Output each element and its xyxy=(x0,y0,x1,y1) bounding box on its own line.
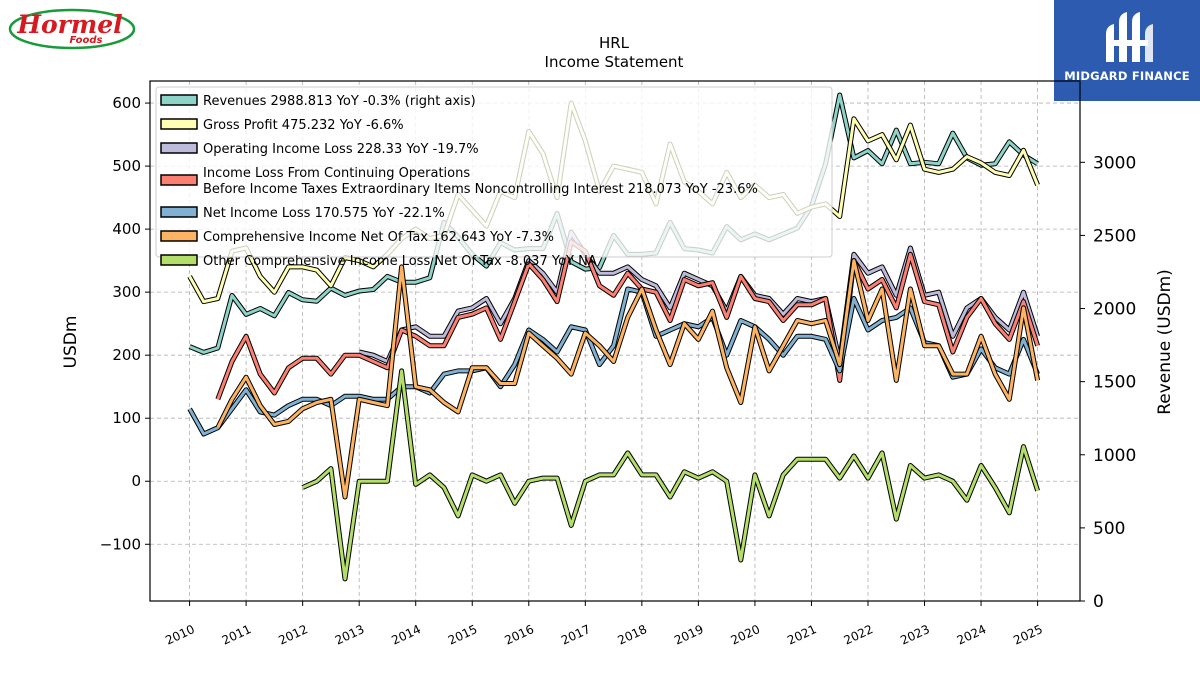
y-tick-label-left: 600 xyxy=(112,94,141,112)
legend-swatch xyxy=(160,230,198,242)
legend-box xyxy=(155,86,833,258)
y-tick-label-right: 1500 xyxy=(1093,373,1136,393)
series-outline xyxy=(301,368,1040,582)
series-line xyxy=(216,240,1040,400)
y-tick-label-right: 2000 xyxy=(1093,300,1136,320)
legend-entry: Gross Profit 475.232 YoY -6.6% xyxy=(203,118,404,133)
series-comprehensive-income-net-of-tax xyxy=(215,258,1041,500)
y-tick-label-right: 0 xyxy=(1093,592,1104,612)
x-tick-label: 2013 xyxy=(333,622,367,648)
midgard-emblem-icon xyxy=(1106,12,1153,62)
legend-swatch xyxy=(160,254,198,266)
legend-swatch xyxy=(160,206,198,218)
legend-entry: Comprehensive Income Net Of Tax 162.643 … xyxy=(203,230,554,245)
chart-title: HRL xyxy=(599,34,630,52)
series-income-loss-from-continuing-operations-before-income-taxes-extraordinary-items-noncontrolling-interest xyxy=(215,239,1040,401)
y-tick-label-right: 500 xyxy=(1093,519,1125,539)
x-tick-label: 2017 xyxy=(559,622,593,648)
logo-sub-text: Foods xyxy=(70,35,103,46)
legend-swatch xyxy=(160,118,198,130)
series-other-comprehensive-income-loss-net-of-tax xyxy=(301,368,1040,582)
midgard-brand-text: MIDGARD FINANCE xyxy=(1064,69,1190,83)
series-line xyxy=(216,259,1040,499)
legend-entry: Before Income Taxes Extraordinary Items … xyxy=(203,182,758,197)
x-tick-label: 2021 xyxy=(785,622,819,648)
x-tick-label: 2020 xyxy=(729,622,763,648)
x-tick-label: 2015 xyxy=(446,622,480,648)
legend-swatch xyxy=(160,142,198,154)
series-line xyxy=(301,369,1040,581)
y-tick-label-left: 0 xyxy=(131,472,141,490)
y-tick-label-right: 2500 xyxy=(1093,226,1136,246)
legend-swatch xyxy=(160,174,198,186)
legend-entry: Revenues 2988.813 YoY -0.3% (right axis) xyxy=(203,94,476,109)
legend-swatch xyxy=(160,94,198,106)
midgard-finance-logo: MIDGARD FINANCE xyxy=(1054,0,1200,101)
x-tick-label: 2016 xyxy=(502,622,536,648)
x-tick-label: 2022 xyxy=(842,622,876,648)
y-tick-label-left: −100 xyxy=(100,535,141,553)
legend-entry: Other Comprehensive Income Loss Net Of T… xyxy=(203,254,597,269)
x-tick-label: 2018 xyxy=(616,622,650,648)
y-tick-label-left: 500 xyxy=(112,157,141,175)
y-tick-label-left: 100 xyxy=(112,409,141,427)
plot-frame xyxy=(149,80,1081,602)
legend: Revenues 2988.813 YoY -0.3% (right axis)… xyxy=(155,86,833,269)
y-tick-label-right: 3000 xyxy=(1093,153,1136,173)
logo-ring xyxy=(8,8,136,50)
y-axis-label-right: Revenue (USDm) xyxy=(1155,269,1175,415)
y-tick-label-left: 200 xyxy=(112,346,141,364)
logo-brand-text: Hormel xyxy=(16,10,122,39)
x-tick-label: 2012 xyxy=(276,622,310,648)
x-tick-label: 2023 xyxy=(898,622,932,648)
x-tick-label: 2011 xyxy=(220,622,254,648)
x-tick-label: 2019 xyxy=(672,622,706,648)
legend-entry: Operating Income Loss 228.33 YoY -19.7% xyxy=(203,142,479,157)
hormel-foods-logo: Hormel Foods xyxy=(8,8,136,50)
legend-entry: Income Loss From Continuing Operations xyxy=(203,166,470,181)
legend-entry: Net Income Loss 170.575 YoY -22.1% xyxy=(203,206,445,221)
y-axis-label-left: USDm xyxy=(61,316,81,369)
y-tick-label-right: 1000 xyxy=(1093,446,1136,466)
x-tick-label: 2014 xyxy=(389,622,423,648)
y-tick-label-left: 300 xyxy=(112,283,141,301)
y-tick-label-left: 400 xyxy=(112,220,141,238)
chart-subtitle: Income Statement xyxy=(545,53,684,71)
x-tick-label: 2024 xyxy=(955,622,989,648)
x-tick-label: 2025 xyxy=(1011,622,1045,648)
x-tick-label: 2010 xyxy=(163,622,197,648)
